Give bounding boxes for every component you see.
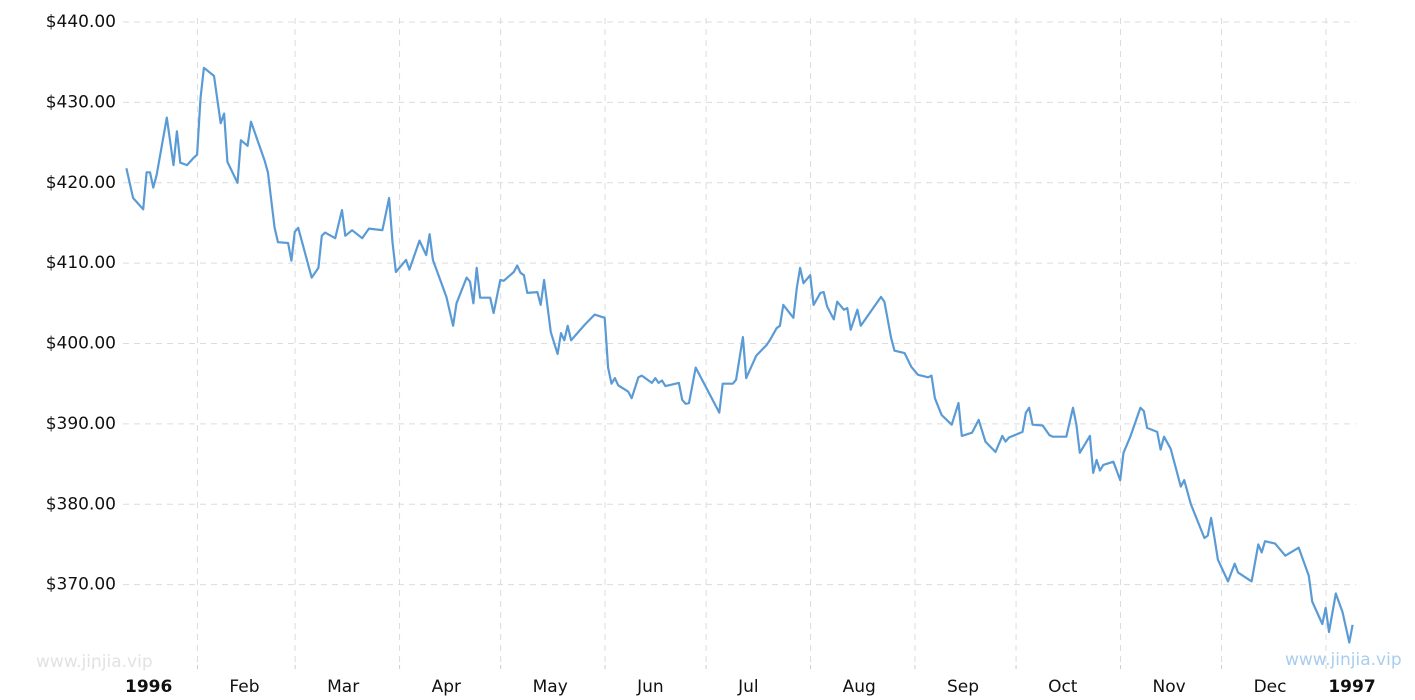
- y-tick-label: $400.00: [46, 334, 116, 354]
- y-tick-label: $430.00: [46, 92, 116, 112]
- x-tick-label: Dec: [1254, 677, 1287, 697]
- watermark: www.jinjia.vip: [1285, 650, 1402, 670]
- x-tick-label: Jul: [737, 677, 759, 697]
- x-tick-label: Nov: [1153, 677, 1186, 697]
- x-tick-label: Aug: [843, 677, 876, 697]
- watermark: www.jinjia.vip: [36, 652, 153, 672]
- y-tick-label: $440.00: [46, 12, 116, 32]
- price-line: [125, 66, 1354, 644]
- x-tick-label: Sep: [947, 677, 979, 697]
- y-tick-label: $410.00: [46, 253, 116, 273]
- y-tick-label: $370.00: [46, 575, 116, 595]
- y-tick-label: $420.00: [46, 173, 116, 193]
- y-tick-label: $380.00: [46, 494, 116, 514]
- x-tick-label: 1996: [125, 677, 172, 697]
- x-tick-label: 1997: [1328, 677, 1375, 697]
- x-tick-label: Jun: [636, 677, 664, 697]
- x-tick-label: May: [533, 677, 568, 697]
- x-tick-label: Apr: [432, 677, 461, 697]
- y-tick-label: $390.00: [46, 414, 116, 434]
- x-tick-label: Feb: [229, 677, 259, 697]
- x-tick-label: Mar: [327, 677, 359, 697]
- x-tick-label: Oct: [1048, 677, 1078, 697]
